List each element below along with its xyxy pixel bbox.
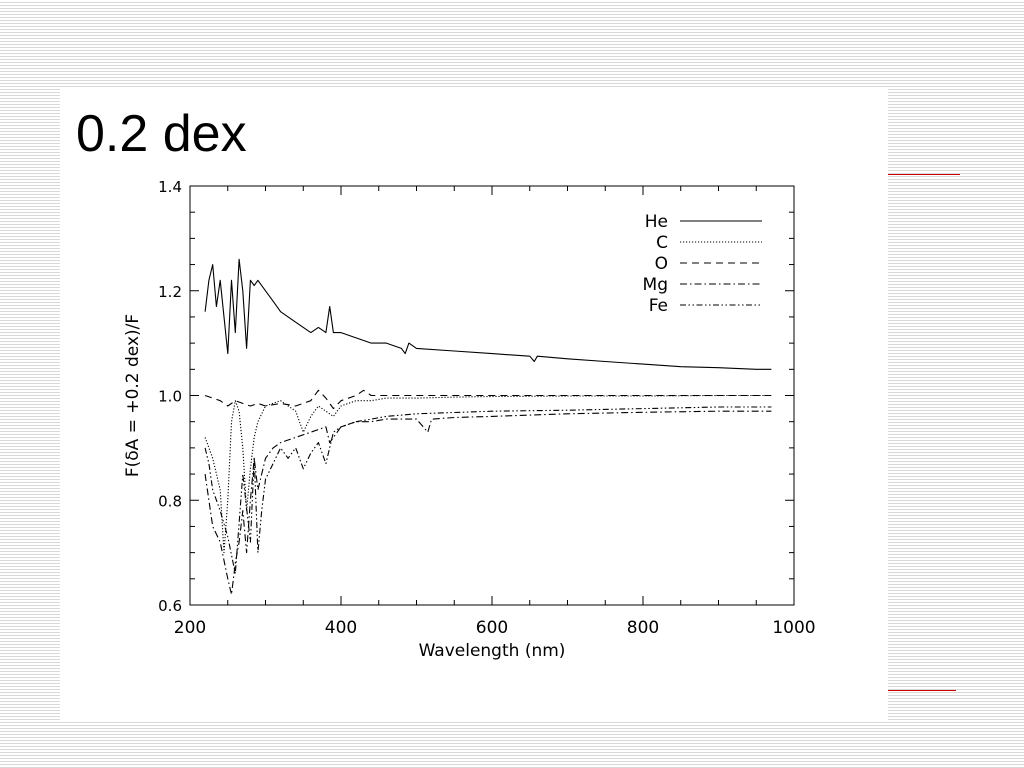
accent-line-top bbox=[888, 174, 960, 175]
legend-label-o: O bbox=[655, 254, 668, 274]
y-tick-label: 1.2 bbox=[158, 283, 182, 301]
y-tick-label: 1.0 bbox=[158, 388, 182, 406]
x-tick-label: 400 bbox=[325, 618, 357, 638]
series-line-mg bbox=[204, 410, 772, 596]
x-tick-label: 1000 bbox=[772, 618, 815, 638]
y-axis-label: F(δA = +0.2 dex)/F bbox=[123, 314, 143, 477]
x-tick-label: 800 bbox=[627, 618, 659, 638]
series-line-fe bbox=[204, 406, 772, 575]
x-tick-label: 600 bbox=[476, 618, 508, 638]
x-axis-label: Wavelength (nm) bbox=[419, 641, 566, 661]
series-line-he bbox=[204, 258, 772, 370]
slide-title: 0.2 dex bbox=[76, 105, 247, 163]
x-tick-label: 200 bbox=[174, 618, 206, 638]
legend-label-c: C bbox=[656, 233, 668, 253]
legend-label-he: He bbox=[645, 212, 668, 232]
y-tick-label: 0.8 bbox=[158, 492, 182, 510]
y-tick-label: 0.6 bbox=[158, 597, 182, 615]
accent-line-bottom bbox=[888, 690, 956, 691]
series-line-o bbox=[204, 389, 772, 410]
legend-label-mg: Mg bbox=[643, 275, 668, 295]
series-line-c bbox=[204, 394, 772, 554]
legend-label-fe: Fe bbox=[649, 296, 668, 316]
y-tick-label: 1.4 bbox=[158, 178, 182, 196]
slide: 0.2 dex bbox=[60, 88, 888, 722]
